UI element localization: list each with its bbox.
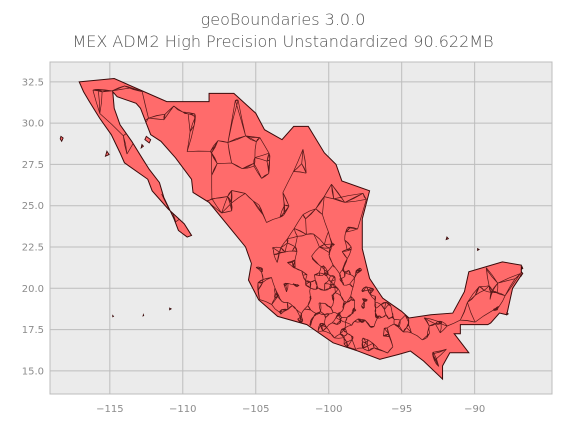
national-border	[78, 78, 522, 381]
island	[520, 270, 524, 277]
island	[520, 265, 524, 271]
mexico-mainland	[79, 78, 522, 380]
island	[445, 236, 450, 241]
y-tick-label: 32.5	[22, 77, 44, 88]
municipal-boundary-lines	[92, 85, 521, 367]
y-tick-label: 15.0	[22, 366, 44, 377]
x-tick-label: −110	[169, 404, 196, 415]
y-tick-label: 25.0	[22, 201, 44, 212]
island	[112, 314, 115, 318]
y-tick-label: 27.5	[22, 160, 44, 171]
island	[477, 247, 480, 252]
axis-ticks: −115 −110 −105 −100 −95 −90 15.0 17.5 20.0 22.5 25…	[22, 77, 485, 415]
y-tick-label: 30.0	[22, 119, 44, 130]
island	[169, 307, 173, 311]
island	[144, 135, 152, 144]
island	[506, 312, 510, 316]
island	[140, 143, 145, 149]
x-tick-label: −115	[96, 404, 123, 415]
x-tick-label: −95	[391, 404, 412, 415]
island	[142, 313, 145, 317]
island	[104, 150, 110, 157]
island	[59, 135, 64, 143]
x-tick-label: −90	[464, 404, 485, 415]
map-subtitle: MEX ADM2 High Precision Unstandardized 9…	[72, 32, 494, 51]
municipal-boundaries	[92, 85, 521, 367]
y-tick-label: 20.0	[22, 284, 44, 295]
map-title: geoBoundaries 3.0.0	[200, 10, 366, 29]
y-tick-label: 17.5	[22, 325, 44, 336]
x-tick-label: −105	[242, 404, 269, 415]
y-tick-label: 22.5	[22, 242, 44, 253]
country-boundaries	[59, 78, 524, 381]
x-tick-label: −100	[315, 404, 342, 415]
plot-frame	[49, 61, 553, 395]
